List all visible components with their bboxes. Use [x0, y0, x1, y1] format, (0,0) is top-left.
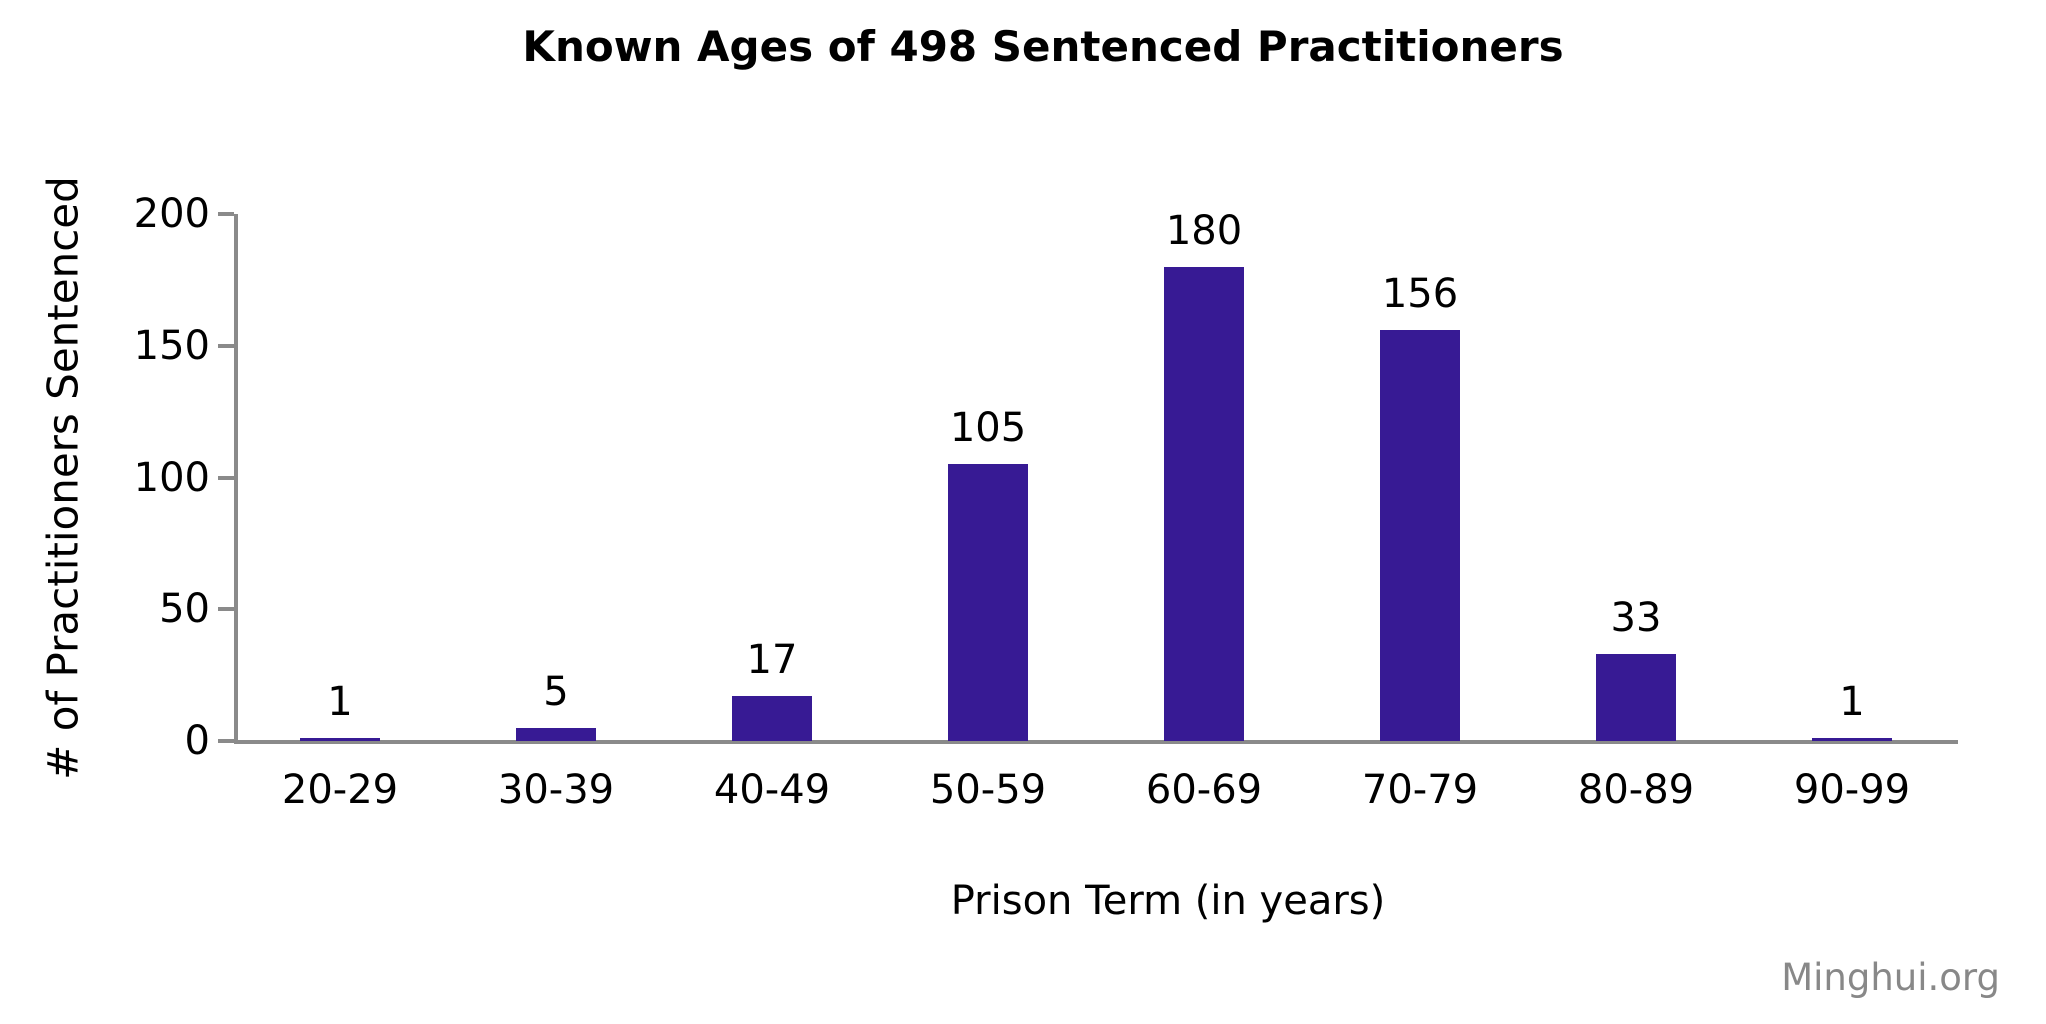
x-category-label: 60-69: [1145, 767, 1263, 813]
bar-value-label: 1: [327, 679, 353, 726]
x-category-label: 70-79: [1361, 767, 1479, 813]
y-tick: [218, 343, 234, 348]
bar: [1596, 654, 1676, 741]
y-tick: [218, 739, 234, 743]
chart-title: Known Ages of 498 Sentenced Practitioner…: [522, 22, 1564, 71]
bar: [732, 696, 812, 741]
x-category-label: 50-59: [929, 767, 1047, 813]
bar-value-label: 1: [1839, 679, 1865, 726]
x-category-label: 80-89: [1577, 767, 1695, 813]
bar: [300, 738, 380, 741]
bar-value-label: 156: [1381, 270, 1459, 317]
bar-value-label: 33: [1610, 595, 1662, 642]
y-tick-label: 50: [159, 586, 210, 633]
x-category-label: 20-29: [281, 767, 399, 813]
y-tick: [218, 475, 234, 480]
y-tick-label: 0: [184, 718, 210, 764]
x-category-label: 90-99: [1793, 767, 1911, 813]
bar-value-label: 17: [746, 637, 798, 684]
y-tick-label: 150: [133, 322, 210, 369]
x-axis-line: [234, 740, 1958, 744]
y-tick: [218, 212, 234, 216]
y-tick-label: 200: [133, 191, 210, 237]
y-tick: [218, 607, 234, 612]
x-axis-title: Prison Term (in years): [950, 878, 1386, 924]
bar: [1812, 738, 1892, 741]
bar: [516, 727, 596, 741]
bar-value-label: 5: [543, 668, 569, 715]
bar-value-label: 105: [949, 405, 1027, 452]
y-tick-label: 100: [133, 454, 210, 501]
bar: [1164, 266, 1244, 741]
bar: [1380, 329, 1460, 741]
watermark: Minghui.org: [1781, 956, 2000, 999]
x-category-label: 40-49: [713, 767, 831, 813]
y-axis-line: [234, 214, 238, 743]
bar-value-label: 180: [1165, 207, 1243, 254]
x-category-label: 30-39: [497, 767, 615, 813]
bar: [948, 464, 1028, 741]
